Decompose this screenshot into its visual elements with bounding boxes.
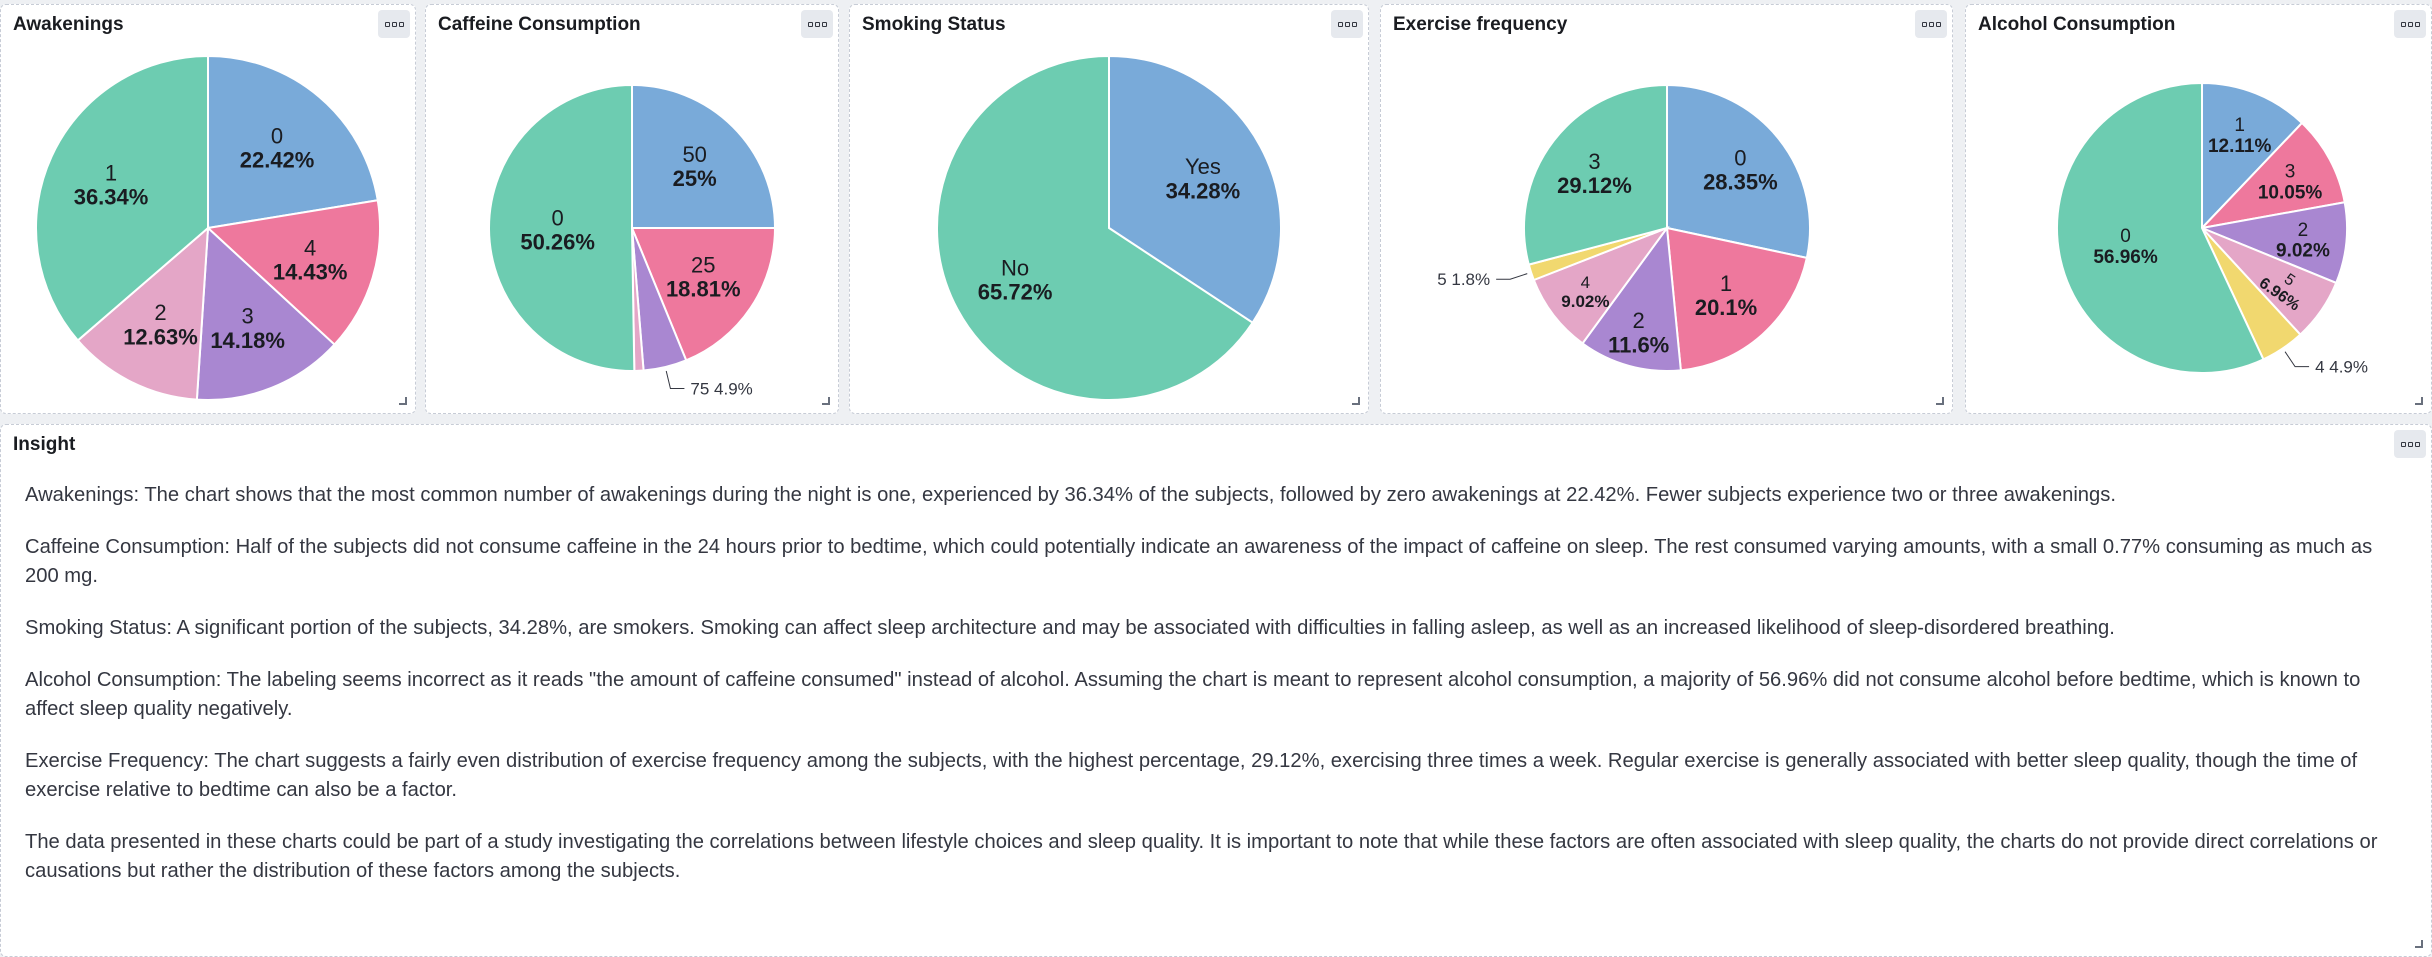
insight-paragraph: Smoking Status: A significant portion of… bbox=[25, 617, 2115, 639]
pie-slice[interactable] bbox=[1581, 225, 1682, 372]
pie-chart-exercise: 0 28.35% 1 20.1% 2 11.6%4 9.02% 5 1.8% 3 29.12% bbox=[1437, 83, 1811, 372]
panel-title: Awakenings bbox=[13, 14, 124, 35]
slice-label: 1 12.11% bbox=[2208, 115, 2271, 157]
panel-caffeine-consumption: Caffeine Consumption 50 25% 25 18.81% 75 4.9… bbox=[425, 4, 839, 414]
pie-slice[interactable] bbox=[2056, 81, 2265, 374]
panel-title: Smoking Status bbox=[862, 14, 1006, 35]
pie-slice[interactable] bbox=[630, 227, 777, 362]
ellipsis-icon[interactable] bbox=[378, 10, 410, 38]
slice-label: No 65.72% bbox=[978, 255, 1053, 304]
slice-label: 2 12.63% bbox=[123, 300, 198, 349]
slice-label: 2 9.02% bbox=[2276, 220, 2330, 262]
pie-slice[interactable] bbox=[631, 83, 777, 229]
ellipsis-icon[interactable] bbox=[801, 10, 833, 38]
slice-label: 0 56.96% bbox=[2093, 226, 2158, 268]
resize-handle-icon[interactable] bbox=[2415, 397, 2423, 405]
slice-label: 3 14.18% bbox=[210, 304, 285, 353]
ellipsis-icon[interactable] bbox=[2394, 10, 2426, 38]
slice-label: 0 22.42% bbox=[240, 123, 315, 172]
pie-slice[interactable] bbox=[1532, 225, 1670, 345]
pie-slice[interactable] bbox=[1665, 226, 1809, 372]
slice-label: 4 14.43% bbox=[273, 235, 348, 284]
pie-slice[interactable] bbox=[1666, 83, 1811, 260]
panel-alcohol-consumption: Alcohol Consumption 1 12.11% 3 10.05% 2 9.02%… bbox=[1965, 4, 2432, 414]
panel-exercise-frequency: Exercise frequency 0 28.35% 1 20.1% 2 11.6% 4 9… bbox=[1380, 4, 1953, 414]
insight-paragraph: The data presented in these charts could… bbox=[25, 831, 2378, 882]
leader-line bbox=[1496, 273, 1528, 280]
pie-slice[interactable] bbox=[2198, 201, 2348, 285]
pie-chart-caffeine: 50 25% 25 18.81% 75 4.9% 0 50.26% bbox=[488, 83, 777, 398]
pie-slice[interactable] bbox=[76, 225, 210, 401]
resize-handle-icon[interactable] bbox=[1936, 397, 1944, 405]
panel-insight: Insight Awakenings: The chart shows that… bbox=[0, 424, 2432, 957]
slice-label: 5 1.8% bbox=[1437, 270, 1490, 289]
insight-paragraph: Alcohol Consumption: The labeling seems … bbox=[25, 669, 2361, 720]
pie-slice[interactable] bbox=[936, 54, 1254, 401]
ellipsis-icon[interactable] bbox=[2394, 430, 2426, 458]
slice-label: 3 10.05% bbox=[2258, 162, 2323, 204]
ellipsis-icon[interactable] bbox=[1331, 10, 1363, 38]
pie-slice[interactable] bbox=[2199, 121, 2346, 230]
slice-label: 1 36.34% bbox=[74, 160, 149, 209]
insight-paragraph: Awakenings: The chart shows that the mos… bbox=[25, 484, 2116, 506]
leader-line bbox=[2284, 351, 2310, 368]
resize-handle-icon[interactable] bbox=[1352, 397, 1360, 405]
ellipsis-icon[interactable] bbox=[1915, 10, 1947, 38]
slice-label: 0 50.26% bbox=[520, 205, 595, 254]
resize-handle-icon[interactable] bbox=[822, 397, 830, 405]
resize-handle-icon[interactable] bbox=[2415, 940, 2423, 948]
pie-slice[interactable] bbox=[1523, 83, 1668, 266]
leader-line bbox=[665, 370, 685, 389]
slice-label: 50 25% bbox=[673, 142, 717, 191]
pie-slice[interactable] bbox=[488, 83, 636, 372]
pie-slice[interactable] bbox=[205, 199, 381, 346]
panel-title: Insight bbox=[13, 434, 76, 455]
slice-label: 2 11.6% bbox=[1608, 308, 1669, 357]
pie-chart-alcohol: 1 12.11%3 10.05%2 9.02%56.96%4 4.9%0 56.96% bbox=[2056, 81, 2368, 377]
slice-label: 4 4.9% bbox=[2315, 358, 2368, 377]
pie-slice[interactable] bbox=[2201, 81, 2304, 231]
resize-handle-icon[interactable] bbox=[399, 397, 407, 405]
panel-smoking-status: Smoking Status Yes 34.28% No 65.72% bbox=[849, 4, 1369, 414]
insight-paragraph: Exercise Frequency: The chart suggests a… bbox=[25, 750, 2358, 801]
pie-slice[interactable] bbox=[207, 54, 379, 230]
panel-title: Alcohol Consumption bbox=[1978, 14, 2176, 35]
pie-slice[interactable] bbox=[195, 225, 336, 401]
slice-label: 1 20.1% bbox=[1695, 271, 1757, 320]
slice-label: 0 28.35% bbox=[1703, 145, 1778, 194]
panel-title: Exercise frequency bbox=[1393, 14, 1568, 35]
panel-awakenings: Awakenings 0 22.42% 4 14.43% 3 14.18% 2 12.63% 1… bbox=[0, 4, 416, 414]
slice-label: 75 4.9% bbox=[690, 379, 752, 398]
insight-text: Awakenings: The chart shows that the mos… bbox=[25, 481, 2407, 909]
slice-label: 4 9.02% bbox=[1561, 273, 1609, 311]
slice-label: 3 29.12% bbox=[1557, 149, 1632, 198]
panel-title: Caffeine Consumption bbox=[438, 14, 641, 35]
slice-label: Yes 34.28% bbox=[1166, 154, 1241, 203]
pie-chart-smoking: Yes 34.28% No 65.72% bbox=[936, 54, 1282, 401]
slice-label: 25 18.81% bbox=[666, 253, 741, 302]
pie-slice[interactable] bbox=[35, 54, 209, 342]
insight-paragraph: Caffeine Consumption: Half of the subjec… bbox=[25, 536, 2373, 587]
pie-chart-awakenings: 0 22.42% 4 14.43% 3 14.18%2 12.63% 1 36.34% bbox=[35, 54, 381, 401]
